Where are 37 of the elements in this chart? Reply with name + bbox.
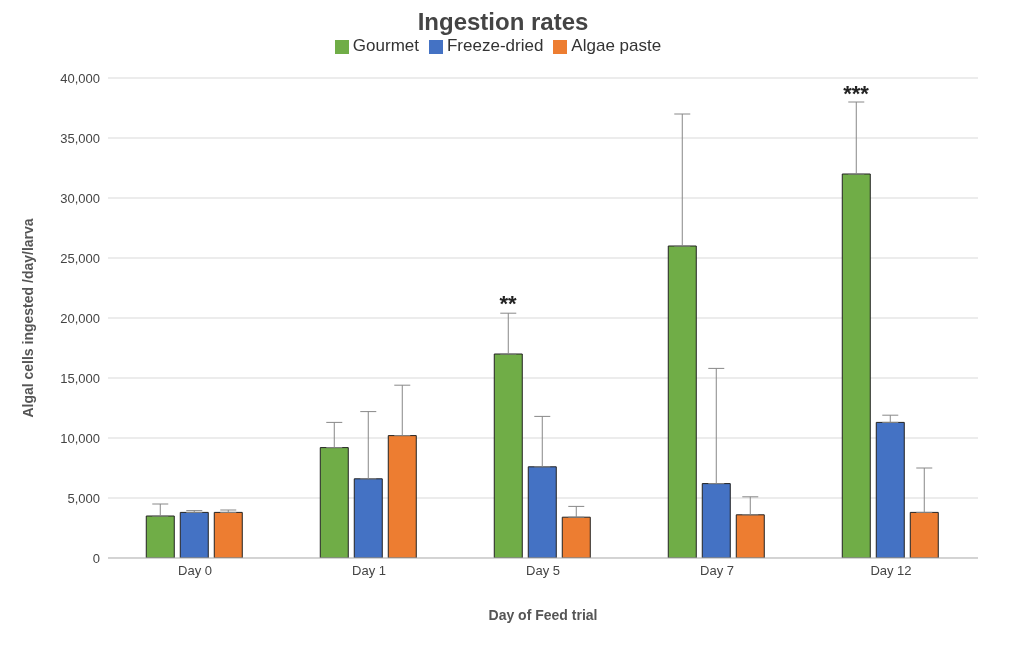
y-tick-label: 5,000: [67, 490, 100, 506]
bar: [735, 514, 765, 558]
bar: [841, 173, 871, 558]
bar: [701, 483, 731, 558]
bar: [667, 245, 697, 558]
bar: [909, 511, 939, 558]
y-tick-label: 25,000: [60, 250, 100, 266]
bar: [527, 466, 557, 558]
y-tick-label: 30,000: [60, 190, 100, 206]
bar: [319, 447, 349, 558]
y-tick-label: 15,000: [60, 370, 100, 386]
bar: [387, 435, 417, 558]
x-axis-title: Day of Feed trial: [488, 607, 598, 623]
x-tick-label: Day 7: [700, 563, 734, 579]
x-tick-label: Day 1: [352, 563, 386, 579]
bar: [145, 515, 175, 558]
y-tick-label: 0: [92, 550, 100, 566]
y-tick-label: 10,000: [60, 430, 100, 446]
bar: [875, 421, 905, 558]
bar: [213, 511, 243, 558]
legend-label: Gourmet: [352, 36, 419, 55]
x-tick-label: Day 12: [870, 563, 912, 579]
chart-title: Ingestion rates: [416, 8, 590, 36]
y-tick-label: 40,000: [60, 70, 100, 86]
y-tick-label: 20,000: [60, 310, 100, 326]
annotation: **: [499, 291, 517, 316]
bar: [179, 511, 209, 558]
bar: [493, 353, 523, 558]
legend-label: Algae paste: [571, 36, 662, 55]
y-tick-label: 35,000: [60, 130, 100, 146]
y-axis-title: Algal cells ingested /day/larva: [19, 218, 36, 418]
x-tick-label: Day 5: [526, 563, 560, 579]
legend-label: Freeze-dried: [446, 36, 544, 55]
bar: [353, 478, 383, 558]
x-tick-label: Day 0: [178, 563, 212, 579]
bar: [561, 516, 591, 558]
annotation: ***: [843, 81, 869, 106]
